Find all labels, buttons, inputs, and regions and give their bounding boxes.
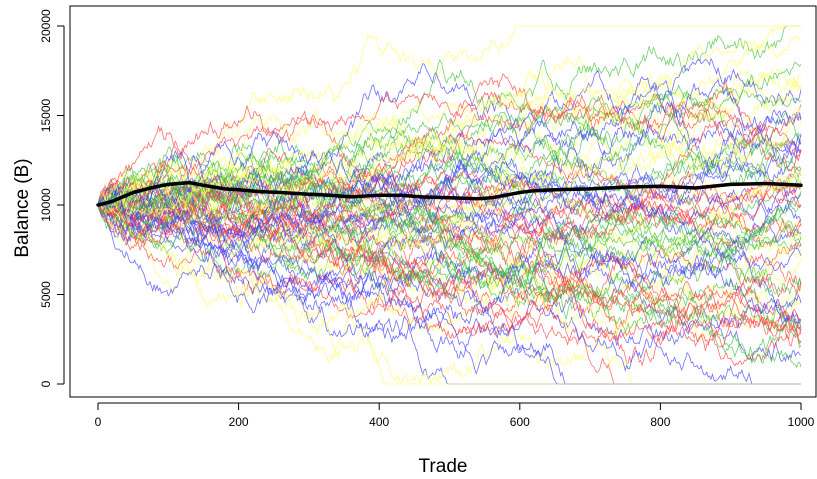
simulated-path-line [97, 34, 802, 211]
y-tick-label: 5000 [39, 281, 53, 308]
x-tick-label: 200 [229, 415, 249, 429]
simulated-path-line [97, 193, 802, 364]
simulated-path-line [97, 164, 802, 301]
y-tick-label: 15000 [39, 98, 53, 132]
y-tick-label: 10000 [39, 188, 53, 222]
simulated-path-line [97, 188, 802, 329]
simulated-paths [97, 25, 802, 385]
simulated-path-line [97, 188, 802, 340]
simulated-path-line [97, 191, 802, 338]
simulated-path-line [97, 70, 802, 243]
x-tick-label: 600 [510, 415, 530, 429]
y-tick-label: 20000 [39, 9, 53, 43]
x-tick-label: 800 [650, 415, 670, 429]
simulated-path-line [97, 74, 802, 223]
simulated-path-line [97, 186, 802, 335]
simulated-path-line [97, 61, 802, 207]
simulated-path-line [97, 168, 802, 290]
plot-area-frame [69, 5, 817, 398]
simulated-path-line [97, 130, 802, 236]
simulated-path-line [97, 189, 802, 369]
y-axis: 0 5000 10000 15000 20000 [39, 9, 65, 387]
simulated-path-line [97, 78, 802, 237]
x-tick-label: 0 [95, 415, 102, 429]
simulated-path-line [97, 124, 802, 335]
simulated-path-line [97, 187, 802, 244]
simulated-path-line [97, 91, 802, 217]
simulated-path-line [97, 192, 802, 337]
simulated-path-line [97, 187, 802, 271]
simulated-path-line [97, 167, 802, 288]
simulated-path-line [97, 193, 801, 385]
y-tick-label: 0 [39, 380, 53, 387]
mean-path-layer [96, 180, 803, 207]
simulated-path-line [97, 57, 802, 220]
x-tick-label: 400 [369, 415, 389, 429]
simulated-path-line [97, 164, 802, 227]
x-tick-label: 1000 [788, 415, 815, 429]
simulated-path-line [97, 167, 802, 227]
mean-path-line [96, 180, 803, 207]
simulated-path-line [97, 146, 802, 295]
simulated-path-line [97, 204, 802, 367]
y-axis-title: Balance (B) [12, 158, 33, 257]
simulated-path-line [97, 73, 802, 206]
x-axis: 0 200 400 600 800 1000 [95, 402, 815, 429]
x-axis-title: Trade [419, 456, 468, 477]
